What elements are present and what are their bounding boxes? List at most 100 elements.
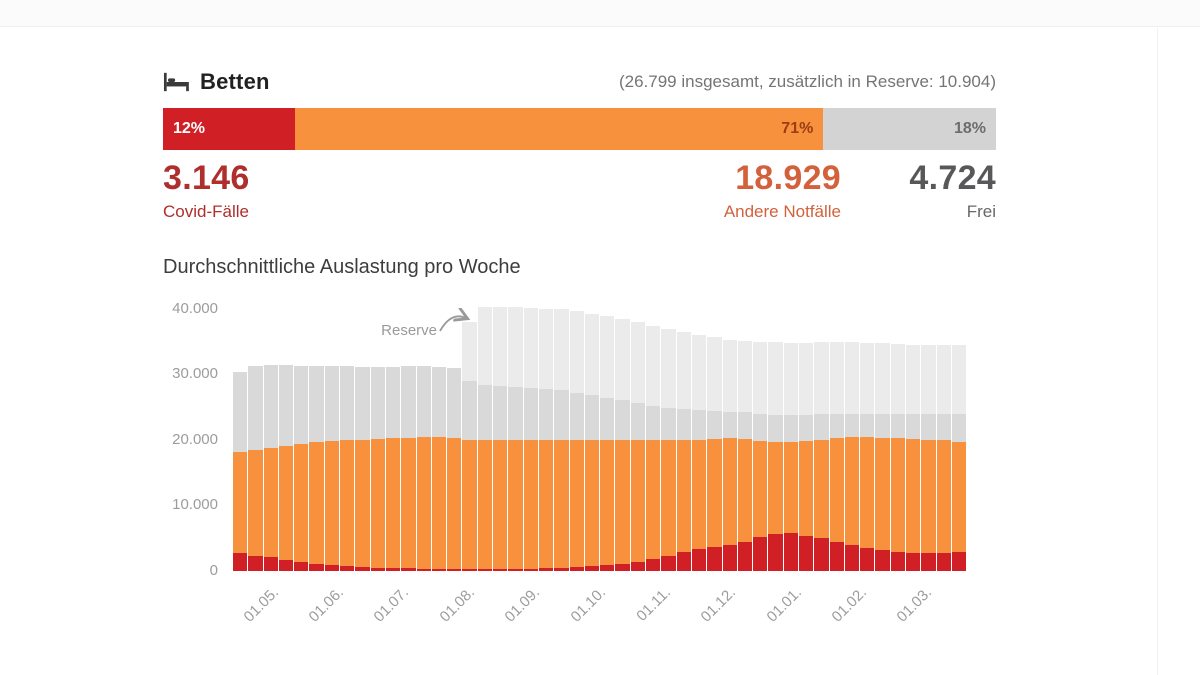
bar-segment-frei <box>370 366 385 440</box>
bar-segment-reserve <box>783 342 798 415</box>
x-axis-label: 01.10. <box>567 584 610 626</box>
chart-bar <box>278 300 294 571</box>
capacity-segment-label: 18% <box>953 120 986 137</box>
bar-segment-andere-notf-lle <box>370 439 385 568</box>
bar-segment-frei <box>630 403 646 440</box>
bar-segment-frei <box>508 387 523 440</box>
bar-segment-frei <box>401 366 416 438</box>
bar-segment-frei <box>416 366 431 438</box>
bar-segment-covid-f-lle <box>263 557 278 571</box>
bar-segment-covid-f-lle <box>860 548 875 571</box>
chart-bar <box>309 300 324 571</box>
x-axis-label: 01.07. <box>370 584 413 626</box>
x-axis-label: 01.01. <box>763 584 806 626</box>
bar-segment-andere-notf-lle <box>340 440 355 567</box>
bar-segment-reserve <box>814 341 829 415</box>
chart-bar <box>722 300 737 571</box>
bar-segment-frei <box>737 412 753 440</box>
chart-bar <box>233 300 248 571</box>
chart-title: Durchschnittliche Auslastung pro Woche <box>163 256 521 278</box>
bar-segment-andere-notf-lle <box>707 439 722 547</box>
chart-bar <box>753 300 768 571</box>
chart-bar <box>385 300 401 571</box>
y-axis-label: 10.000 <box>172 496 218 514</box>
bar-segment-reserve <box>722 340 737 412</box>
bar-segment-covid-f-lle <box>431 569 447 571</box>
bar-segment-andere-notf-lle <box>385 438 401 569</box>
bar-segment-andere-notf-lle <box>691 439 707 549</box>
x-axis-label: 01.02. <box>828 584 871 626</box>
chart-bar <box>554 300 569 571</box>
reserve-annotation: Reserve <box>381 322 437 339</box>
bar-segment-reserve <box>691 334 707 411</box>
bar-segment-frei <box>584 395 600 440</box>
bar-segment-frei <box>385 366 401 439</box>
bar-segment-frei <box>722 411 737 439</box>
bar-segment-covid-f-lle <box>890 551 906 571</box>
bar-segment-andere-notf-lle <box>324 441 340 566</box>
chart-bar <box>936 300 951 571</box>
stat-covid-value: 3.146 <box>163 159 250 197</box>
bar-segment-covid-f-lle <box>844 545 860 571</box>
x-axis-label: 01.06. <box>305 584 348 626</box>
chart-bar <box>401 300 416 571</box>
bar-segment-covid-f-lle <box>523 568 538 571</box>
bar-segment-reserve <box>906 344 921 415</box>
bar-segment-andere-notf-lle <box>906 439 921 553</box>
x-axis-label: 01.12. <box>697 584 740 626</box>
bar-segment-covid-f-lle <box>340 566 355 571</box>
bar-segment-frei <box>936 413 951 440</box>
bar-segment-frei <box>340 366 355 441</box>
bar-segment-covid-f-lle <box>737 542 753 571</box>
bar-segment-frei <box>447 368 462 438</box>
chart-bar <box>523 300 538 571</box>
bar-segment-frei <box>860 414 875 438</box>
bar-segment-andere-notf-lle <box>661 440 676 556</box>
chart-bar <box>875 300 890 571</box>
stat-free-value: 4.724 <box>909 159 996 197</box>
bar-segment-reserve <box>875 343 890 415</box>
chart-bar <box>600 300 615 571</box>
bar-segment-andere-notf-lle <box>263 447 278 558</box>
capacity-segment-covid: 12% <box>163 108 296 150</box>
bar-segment-covid-f-lle <box>768 534 783 571</box>
stat-free-label: Frei <box>966 202 996 221</box>
chart-bar <box>355 300 370 571</box>
bar-segment-frei <box>615 400 630 440</box>
bar-segment-reserve <box>493 306 508 386</box>
bar-segment-andere-notf-lle <box>248 449 263 556</box>
bar-segment-frei <box>600 397 615 440</box>
bar-segment-covid-f-lle <box>676 551 691 571</box>
chart-bar <box>691 300 707 571</box>
bar-segment-andere-notf-lle <box>844 437 860 546</box>
bar-segment-andere-notf-lle <box>615 439 630 564</box>
chart-bar <box>768 300 783 571</box>
bar-segment-reserve <box>615 319 630 401</box>
bar-segment-covid-f-lle <box>569 567 584 571</box>
bar-segment-reserve <box>921 344 936 415</box>
bar-segment-andere-notf-lle <box>355 439 370 568</box>
bar-segment-frei <box>493 385 508 440</box>
bar-segment-covid-f-lle <box>508 569 523 571</box>
bar-segment-frei <box>523 387 538 440</box>
vertical-divider <box>1157 28 1158 675</box>
bar-segment-frei <box>646 405 661 441</box>
bar-segment-reserve <box>844 341 860 415</box>
chart-bar <box>370 300 385 571</box>
bar-segment-covid-f-lle <box>906 552 921 571</box>
bar-segment-frei <box>951 413 967 442</box>
bar-segment-covid-f-lle <box>722 544 737 571</box>
bar-segment-covid-f-lle <box>294 561 309 571</box>
bar-segment-reserve <box>676 332 691 409</box>
bar-segment-andere-notf-lle <box>523 439 538 569</box>
bar-segment-andere-notf-lle <box>630 439 646 562</box>
chart-bar <box>431 300 447 571</box>
bar-plot <box>233 300 967 571</box>
bar-segment-frei <box>753 413 768 442</box>
bar-segment-andere-notf-lle <box>676 440 691 552</box>
bar-segment-andere-notf-lle <box>722 438 737 545</box>
chart-bar <box>707 300 722 571</box>
bar-segment-andere-notf-lle <box>233 451 248 554</box>
chart-bar <box>630 300 646 571</box>
bar-segment-andere-notf-lle <box>860 437 875 549</box>
